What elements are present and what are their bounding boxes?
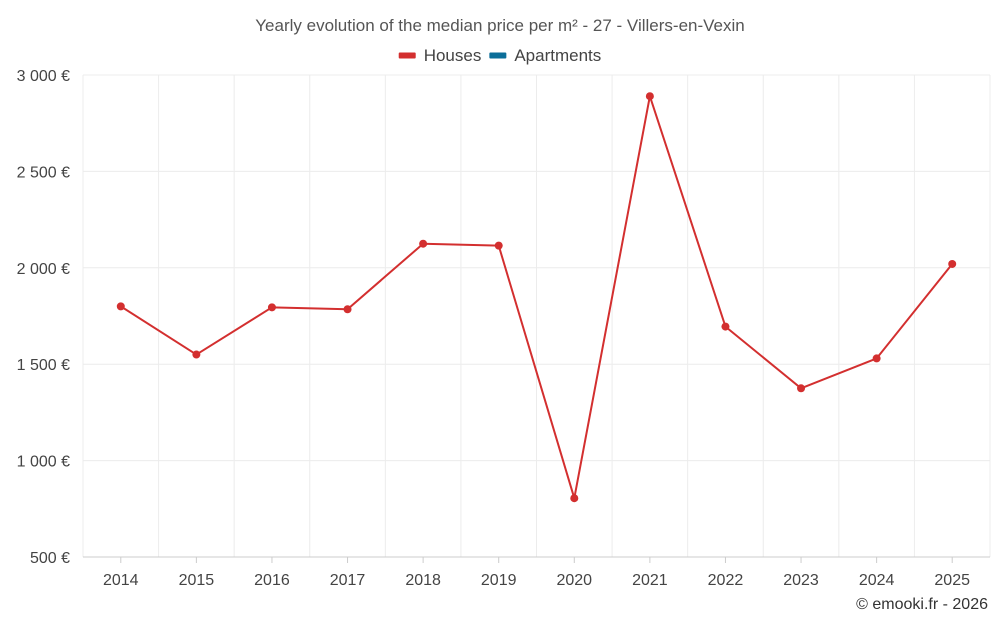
credit-text: © emooki.fr - 2026 [856,596,988,613]
x-tick-label: 2021 [632,572,668,589]
x-tick-label: 2014 [103,572,139,589]
y-tick-label: 2 500 € [17,164,70,181]
data-point-houses-2020[interactable] [570,494,579,503]
x-tick-label: 2024 [859,572,895,589]
legend-label-houses: Houses [424,46,482,65]
y-axis: 500 € 1 000 € 1 500 € 2 000 € 2 500 € 3 000 € [17,68,70,567]
y-tick-label: 1 500 € [17,357,70,374]
x-tick-label: 2022 [708,572,744,589]
x-tick-label: 2015 [179,572,215,589]
x-tick-label: 2025 [934,572,970,589]
data-point-houses-2016[interactable] [267,303,276,312]
x-tick-label: 2016 [254,572,290,589]
grid [82,74,991,557]
y-tick-label: 500 € [30,550,70,567]
legend-swatch-houses [398,52,416,59]
x-tick-label: 2019 [481,572,517,589]
x-tick-label: 2020 [556,572,592,589]
x-axis: 2014 2015 2016 2017 2018 2019 2020 2021 2022 2023… [83,556,990,589]
legend-swatch-apartments [489,52,507,59]
data-point-houses-2021[interactable] [645,92,654,101]
y-tick-label: 3 000 € [17,68,70,85]
x-tick-label: 2018 [405,572,441,589]
data-point-houses-2024[interactable] [872,354,881,363]
data-point-houses-2015[interactable] [192,350,201,359]
series-layer [116,92,957,503]
data-point-houses-2019[interactable] [494,241,503,250]
legend-item-houses[interactable]: Houses [398,46,482,65]
y-tick-label: 2 000 € [17,261,70,278]
data-point-houses-2014[interactable] [116,302,125,311]
chart-title: Yearly evolution of the median price per… [255,16,744,35]
x-tick-label: 2017 [330,572,366,589]
legend-item-apartments[interactable]: Apartments [489,46,601,65]
data-point-houses-2017[interactable] [343,305,352,314]
data-point-houses-2022[interactable] [721,322,730,331]
legend-label-apartments: Apartments [514,46,601,65]
y-tick-label: 1 000 € [17,454,70,471]
legend: Houses Apartments [398,46,601,65]
series-line-houses [120,95,953,500]
data-point-houses-2018[interactable] [419,239,428,248]
data-point-houses-2023[interactable] [797,384,806,393]
data-point-houses-2025[interactable] [948,259,957,268]
x-tick-label: 2023 [783,572,819,589]
